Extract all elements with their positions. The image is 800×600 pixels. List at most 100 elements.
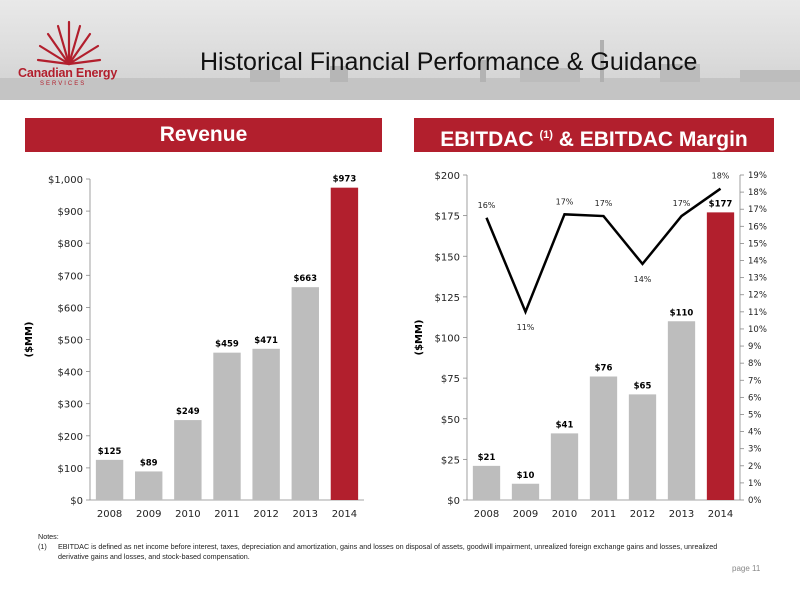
- y2-tick-label: 17%: [748, 205, 767, 215]
- bar-data-label: $471: [254, 336, 278, 346]
- margin-line: [485, 187, 722, 316]
- bar: [706, 212, 735, 500]
- page-number: page 11: [732, 564, 761, 573]
- bar: [550, 433, 579, 500]
- y-tick-label: $700: [58, 271, 83, 282]
- y-tick-label: $600: [58, 303, 83, 314]
- x-tick-label: 2010: [175, 509, 200, 520]
- bar: [213, 352, 241, 500]
- y-tick-label: $400: [58, 368, 83, 379]
- y2-tick-label: 16%: [748, 222, 767, 232]
- x-tick-label: 2014: [332, 509, 357, 520]
- y2-tick-label: 3%: [748, 445, 762, 455]
- margin-data-label: 17%: [673, 199, 691, 208]
- logo-wordmark: Canadian Energy: [18, 66, 118, 80]
- industrial-skyline-graphic: [0, 40, 800, 100]
- bar-data-label: $249: [176, 407, 200, 417]
- bar: [667, 321, 696, 500]
- bar-data-label: $110: [670, 308, 694, 318]
- y-tick-label: $0: [447, 496, 460, 507]
- x-tick-label: 2013: [669, 509, 694, 520]
- y2-tick-label: 2%: [748, 462, 762, 472]
- y2-tick-label: 5%: [748, 410, 762, 420]
- y2-tick-label: 8%: [748, 359, 762, 369]
- y-tick-label: $50: [441, 415, 460, 426]
- note-1: (1) EBITDAC is defined as net income bef…: [38, 542, 738, 562]
- notes-section: Notes: (1) EBITDAC is defined as net inc…: [38, 532, 738, 562]
- bar: [252, 348, 280, 500]
- logo-subtitle: SERVICES: [40, 81, 87, 87]
- y-tick-label: $25: [441, 455, 460, 466]
- y2-tick-label: 14%: [748, 257, 767, 267]
- y-axis-label: ($MM): [24, 321, 35, 357]
- y-tick-label: $125: [435, 293, 460, 304]
- y-tick-label: $100: [58, 464, 83, 475]
- bar-data-label: $177: [709, 199, 733, 209]
- x-tick-label: 2011: [214, 509, 239, 520]
- y2-tick-label: 15%: [748, 239, 767, 249]
- ebitdac-footnote-ref: (1): [539, 129, 553, 141]
- revenue-title: Revenue: [159, 123, 248, 146]
- y2-tick-label: 7%: [748, 376, 762, 386]
- bar-data-label: $76: [595, 364, 613, 374]
- ebitdac-header: EBITDAC (1) & EBITDAC Margin: [414, 118, 774, 152]
- x-tick-label: 2013: [293, 509, 318, 520]
- y-tick-label: $500: [58, 336, 83, 347]
- margin-data-label: 11%: [517, 323, 535, 332]
- x-tick-label: 2009: [136, 509, 161, 520]
- margin-data-label: 14%: [634, 275, 652, 284]
- y-tick-label: $1,000: [48, 175, 83, 186]
- y-tick-label: $0: [70, 496, 83, 507]
- page-title: Historical Financial Performance & Guida…: [200, 48, 698, 76]
- x-tick-label: 2008: [97, 509, 122, 520]
- y-tick-label: $200: [58, 432, 83, 443]
- bar-data-label: $21: [478, 453, 496, 463]
- margin-data-label: 18%: [712, 172, 730, 181]
- bar-data-label: $10: [517, 471, 535, 481]
- bar-data-label: $41: [556, 420, 574, 430]
- x-tick-label: 2012: [630, 509, 655, 520]
- y-tick-label: $200: [435, 171, 460, 182]
- y-tick-label: $75: [441, 374, 460, 385]
- bar-data-label: $663: [293, 274, 317, 284]
- y2-tick-label: 6%: [748, 393, 762, 403]
- y2-tick-label: 18%: [748, 188, 767, 198]
- company-logo: [36, 20, 102, 66]
- y-tick-label: $900: [58, 207, 83, 218]
- bar: [330, 187, 359, 500]
- y2-tick-label: 4%: [748, 428, 762, 438]
- bar-data-label: $89: [140, 458, 158, 468]
- bar-data-label: $65: [634, 381, 652, 391]
- y-tick-label: $100: [435, 334, 460, 345]
- bar: [174, 420, 202, 500]
- y-tick-label: $175: [435, 212, 460, 223]
- bar: [472, 465, 501, 500]
- margin-data-label: 17%: [595, 199, 613, 208]
- margin-data-label: 16%: [478, 201, 496, 210]
- y2-tick-label: 9%: [748, 342, 762, 352]
- y2-tick-label: 0%: [748, 496, 762, 506]
- revenue-bar-chart: $0 $100 $200 $300 $400 $500 $600 $700 $800 $900 $1…: [24, 175, 364, 520]
- x-tick-label: 2008: [474, 509, 499, 520]
- ebitdac-combo-chart: $0 $25 $50 $75 $100 $125 $150 $175 $200 ($MM) $21 2…: [414, 171, 767, 520]
- x-tick-label: 2011: [591, 509, 616, 520]
- note-1-text: EBITDAC is defined as net income before …: [58, 542, 718, 561]
- x-tick-label: 2014: [708, 509, 733, 520]
- bar-data-label: $125: [98, 447, 122, 457]
- bar: [291, 287, 319, 500]
- y2-tick-label: 10%: [748, 325, 767, 335]
- y2-tick-label: 11%: [748, 308, 767, 318]
- y2-tick-label: 13%: [748, 274, 767, 284]
- y-tick-label: $800: [58, 239, 83, 250]
- y2-tick-label: 12%: [748, 291, 767, 301]
- notes-heading: Notes:: [38, 532, 59, 541]
- bar: [95, 459, 124, 500]
- bar: [628, 394, 657, 500]
- x-tick-label: 2010: [552, 509, 577, 520]
- bar: [589, 376, 618, 500]
- note-1-ref: (1): [38, 542, 47, 551]
- y-tick-label: $300: [58, 400, 83, 411]
- ebitdac-title-suffix: & EBITDAC Margin: [558, 128, 748, 151]
- y2-tick-label: 19%: [748, 171, 767, 181]
- bar: [135, 471, 163, 500]
